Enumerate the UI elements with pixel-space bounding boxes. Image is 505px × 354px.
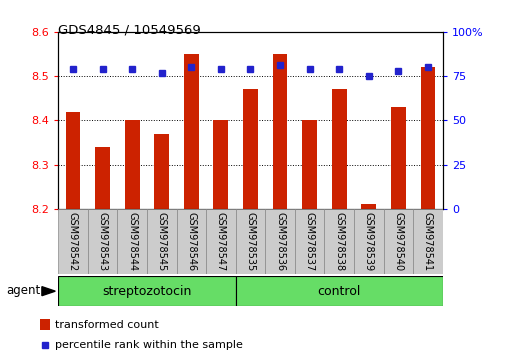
Bar (58, 209, 87, 274)
Text: GSM978542: GSM978542 (68, 212, 78, 272)
Bar (390, 107, 405, 209)
Bar (66, 112, 80, 209)
Text: GSM978535: GSM978535 (245, 212, 255, 272)
Bar (242, 89, 258, 209)
Bar (154, 134, 169, 209)
Bar (213, 120, 228, 209)
Text: GSM978539: GSM978539 (363, 212, 373, 271)
Text: GSM978543: GSM978543 (97, 212, 108, 271)
Polygon shape (42, 287, 55, 296)
Bar (176, 209, 206, 274)
Bar (125, 120, 139, 209)
Bar (58, 276, 235, 306)
Text: GSM978538: GSM978538 (334, 212, 343, 271)
Bar (117, 209, 146, 274)
Bar (235, 276, 442, 306)
Text: GSM978541: GSM978541 (422, 212, 432, 271)
Bar (87, 209, 117, 274)
Bar (272, 54, 287, 209)
Text: GSM978540: GSM978540 (392, 212, 402, 271)
Text: transformed count: transformed count (55, 320, 158, 330)
Text: GSM978547: GSM978547 (216, 212, 225, 272)
Bar (331, 89, 346, 209)
Text: GSM978546: GSM978546 (186, 212, 196, 271)
Bar (95, 147, 110, 209)
Bar (206, 209, 235, 274)
Text: GDS4845 / 10549569: GDS4845 / 10549569 (58, 23, 200, 36)
Text: GSM978537: GSM978537 (304, 212, 314, 272)
Bar (354, 209, 383, 274)
Text: GSM978544: GSM978544 (127, 212, 137, 271)
Bar (146, 209, 176, 274)
Text: percentile rank within the sample: percentile rank within the sample (55, 340, 242, 350)
Bar (361, 204, 375, 209)
Bar (183, 54, 198, 209)
Bar (413, 209, 442, 274)
Text: agent: agent (6, 284, 40, 297)
Bar (383, 209, 413, 274)
Text: control: control (317, 285, 360, 298)
Bar (324, 209, 353, 274)
Bar (294, 209, 324, 274)
Bar (301, 120, 317, 209)
Text: GSM978545: GSM978545 (157, 212, 166, 272)
Bar (420, 67, 434, 209)
Text: GSM978536: GSM978536 (275, 212, 284, 271)
Bar (235, 209, 265, 274)
Bar (40, 319, 50, 330)
Bar (265, 209, 294, 274)
Text: streptozotocin: streptozotocin (102, 285, 191, 298)
